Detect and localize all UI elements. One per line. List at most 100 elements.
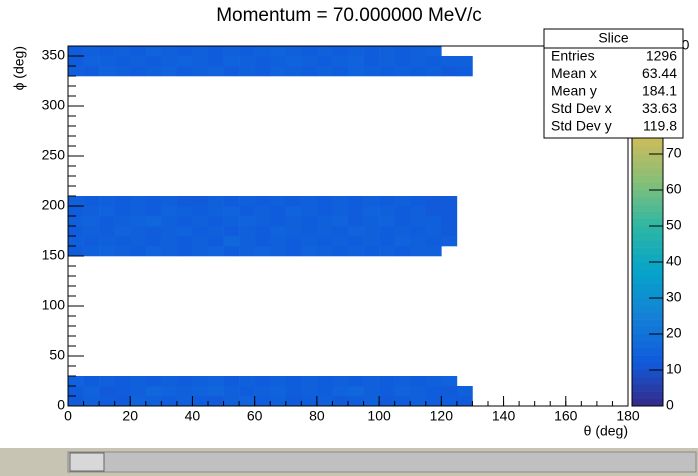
heatmap-cell xyxy=(130,246,147,257)
heatmap-cell xyxy=(425,376,442,387)
heatmap-cell xyxy=(145,206,162,217)
heatmap-cell xyxy=(99,376,115,387)
heatmap-cell xyxy=(83,216,100,227)
heatmap-cell xyxy=(254,56,271,67)
heatmap-cell xyxy=(145,56,162,67)
heatmap-cell xyxy=(332,236,349,247)
heatmap-cell xyxy=(83,246,100,257)
heatmap-cell xyxy=(130,236,147,247)
palette-box xyxy=(632,175,663,184)
heatmap-cell xyxy=(348,396,364,407)
heatmap-cell xyxy=(83,46,100,57)
palette-box xyxy=(632,290,663,299)
heatmap-cell xyxy=(410,56,427,67)
heatmap-cell xyxy=(68,56,84,67)
heatmap-cell xyxy=(441,396,458,407)
heatmap-cell xyxy=(114,66,131,77)
heatmap-cell xyxy=(130,226,147,237)
heatmap-cell xyxy=(379,236,395,247)
heatmap-cell xyxy=(316,386,333,397)
heatmap-cell xyxy=(316,56,333,67)
heatmap-cell xyxy=(239,376,255,387)
heatmap-cell xyxy=(456,396,473,407)
stats-box xyxy=(543,28,684,139)
heatmap-cell xyxy=(332,46,349,57)
palette-box xyxy=(632,269,663,277)
heatmap-cell xyxy=(363,386,380,397)
plot-area: 0 20 40 60 80 100 120 140 160 1800501001502002503… xyxy=(42,28,690,424)
heatmap-cell xyxy=(270,196,287,207)
heatmap-cell xyxy=(68,66,84,77)
heatmap-cell xyxy=(130,46,147,57)
heatmap-cell xyxy=(379,246,395,257)
heatmap-cell xyxy=(208,376,224,387)
heatmap-cell xyxy=(348,246,364,257)
heatmap-cell xyxy=(270,396,287,407)
x-tick-label: 180 xyxy=(616,408,640,424)
palette-box xyxy=(632,398,663,407)
heatmap-cell xyxy=(394,56,411,67)
heatmap-cell xyxy=(83,396,100,407)
y-tick-label: 250 xyxy=(42,147,66,163)
heatmap-cell xyxy=(208,396,224,407)
heatmap-cell xyxy=(145,376,162,387)
stats-title: Slice xyxy=(598,30,629,46)
heatmap-cell xyxy=(270,56,287,67)
heatmap-cell xyxy=(363,56,380,67)
heatmap-cell xyxy=(176,396,193,407)
heatmap-cell xyxy=(425,396,442,407)
heatmap-cell xyxy=(192,226,209,237)
heatmap-cell xyxy=(145,396,162,407)
heatmap-cell xyxy=(301,376,318,387)
heatmap-cell xyxy=(208,206,224,217)
stats-value: 33.63 xyxy=(642,100,677,116)
heatmap-cell xyxy=(176,216,193,227)
heatmap-cell xyxy=(456,386,473,397)
heatmap-cell xyxy=(456,56,473,67)
heatmap-cell xyxy=(301,246,318,257)
z-tick-label: 40 xyxy=(666,253,682,269)
palette-box xyxy=(632,190,663,198)
heatmap-cell xyxy=(68,396,84,407)
stats-value: 119.8 xyxy=(643,118,677,134)
stats-label: Mean x xyxy=(551,65,597,81)
palette-box xyxy=(632,168,663,176)
heatmap-cell xyxy=(270,66,287,77)
palette-box xyxy=(632,276,663,284)
slider-handle[interactable] xyxy=(69,452,105,472)
heatmap-cell xyxy=(348,216,364,227)
heatmap-cell xyxy=(99,236,115,247)
heatmap-cell xyxy=(394,66,411,77)
heatmap-cell xyxy=(192,236,209,247)
heatmap-cell xyxy=(254,226,271,237)
heatmap-cell xyxy=(161,236,178,247)
heatmap-cell xyxy=(145,246,162,257)
heatmap-cell xyxy=(410,206,427,217)
heatmap-cell xyxy=(68,206,84,217)
heatmap-cell xyxy=(441,226,458,237)
stats-label: Std Dev x xyxy=(551,100,612,116)
heatmap-cell xyxy=(208,226,224,237)
stats-label: Entries xyxy=(551,48,595,64)
palette-box xyxy=(632,262,663,270)
heatmap-cell xyxy=(223,236,240,247)
z-tick-label: 30 xyxy=(666,289,682,305)
heatmap-cell xyxy=(130,56,147,67)
heatmap-cell xyxy=(410,246,427,257)
heatmap-cell xyxy=(192,396,209,407)
heatmap-cell xyxy=(332,246,349,257)
heatmap-cell xyxy=(410,46,427,57)
z-tick-label: 10 xyxy=(666,361,682,377)
heatmap-cell xyxy=(114,396,131,407)
heatmap-cell xyxy=(99,46,115,57)
heatmap-cell xyxy=(192,386,209,397)
chart-title: Momentum = 70.000000 MeV/c xyxy=(216,5,482,26)
heatmap-cell xyxy=(425,386,442,397)
heatmap-cell xyxy=(239,246,255,257)
heatmap-cell xyxy=(394,226,411,237)
palette-box xyxy=(632,355,663,364)
heatmap-cell xyxy=(363,46,380,57)
slider-track[interactable] xyxy=(67,451,697,473)
heatmap-cell xyxy=(239,56,255,67)
heatmap-cell xyxy=(363,226,380,237)
